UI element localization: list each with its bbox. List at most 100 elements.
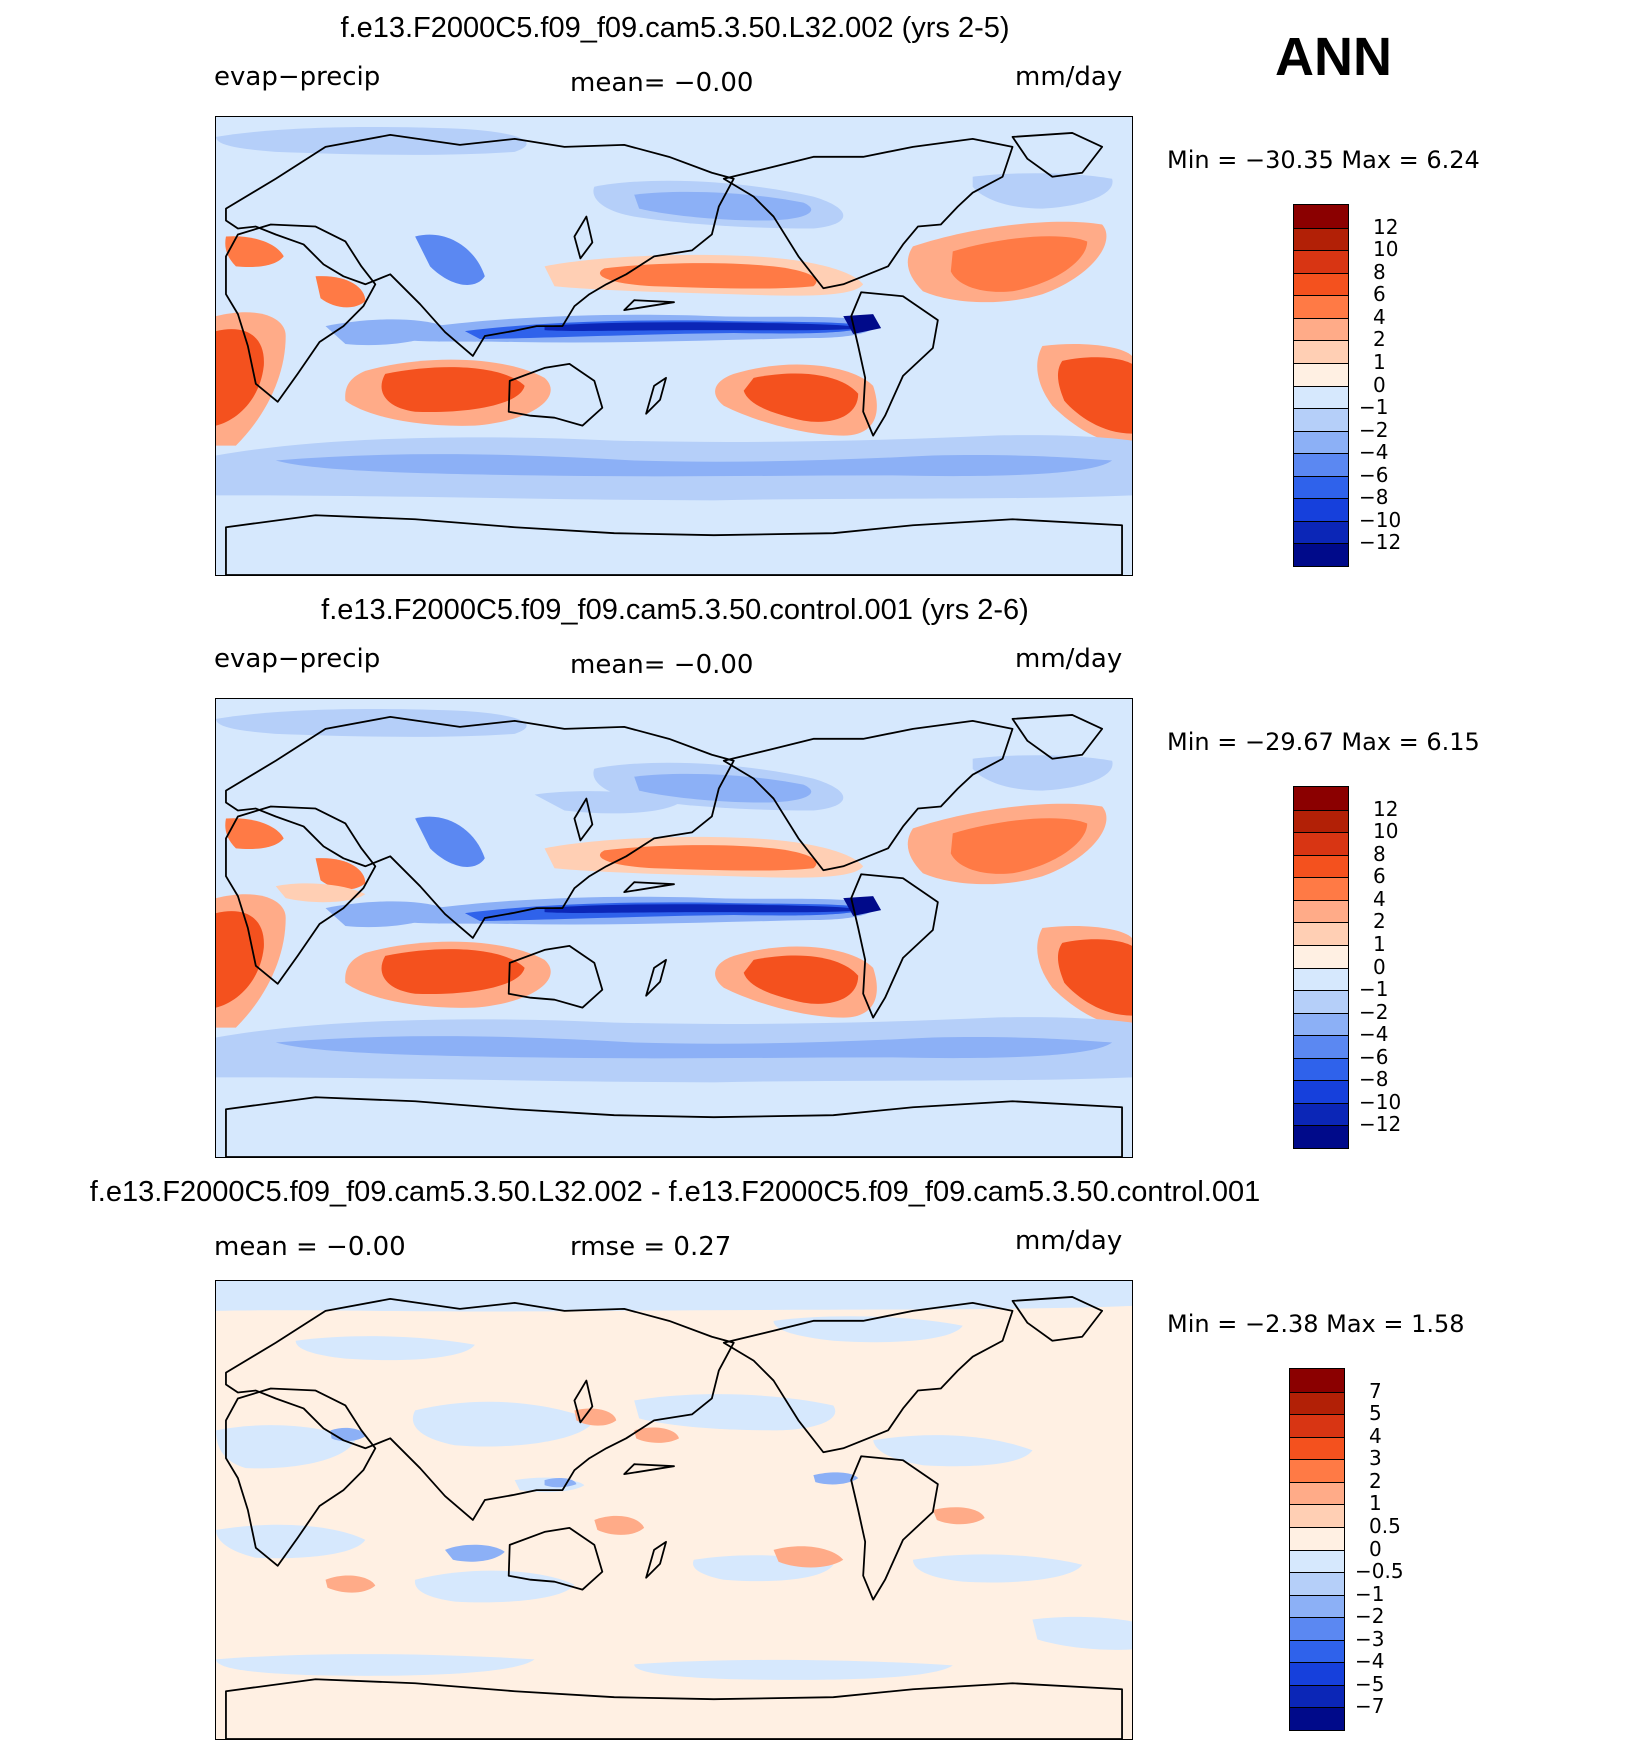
colorbar-swatch	[1294, 205, 1348, 228]
colorbar-tick-label: 8	[1373, 259, 1386, 284]
panel-1-mean-label: mean= −0.00	[570, 68, 754, 98]
panel-1-title: f.e13.F2000C5.f09_f09.cam5.3.50.L32.002 …	[340, 12, 1010, 44]
panel-2-title: f.e13.F2000C5.f09_f09.cam5.3.50.control.…	[321, 594, 1029, 626]
colorbar-swatch	[1294, 809, 1348, 833]
colorbar-swatch	[1290, 1572, 1344, 1595]
colorbar-tick-label: −1	[1359, 977, 1389, 1002]
colorbar-tick-label: 0	[1373, 954, 1386, 979]
colorbar-swatch	[1290, 1459, 1344, 1482]
colorbar-swatch	[1294, 990, 1348, 1013]
colorbar-tick-label: 4	[1373, 886, 1386, 911]
colorbar-swatch	[1290, 1707, 1344, 1730]
panel-2-colorbar	[1293, 786, 1349, 1149]
panel-2-variable-label: evap−precip	[214, 644, 381, 674]
colorbar-tick-label: −5	[1355, 1671, 1385, 1696]
colorbar-swatch	[1294, 877, 1348, 900]
colorbar-tick-label: −0.5	[1355, 1559, 1404, 1584]
colorbar-swatch	[1294, 1125, 1348, 1148]
panel-3-rmse-label: rmse = 0.27	[570, 1232, 732, 1262]
colorbar-tick-label: 2	[1369, 1468, 1382, 1493]
panel-3-min-max: Min = −2.38 Max = 1.58	[1167, 1310, 1465, 1338]
colorbar-tick-label: −2	[1359, 417, 1389, 442]
colorbar-tick-label: 6	[1373, 864, 1386, 889]
colorbar-swatch	[1290, 1684, 1344, 1708]
colorbar-tick-label: −4	[1359, 1022, 1389, 1047]
colorbar-swatch	[1290, 1481, 1344, 1505]
colorbar-swatch	[1290, 1391, 1344, 1415]
panel-1-map	[215, 116, 1133, 576]
colorbar-tick-label: 7	[1369, 1378, 1382, 1403]
colorbar-swatch	[1294, 408, 1348, 431]
colorbar-swatch	[1294, 453, 1348, 476]
colorbar-swatch	[1294, 475, 1348, 499]
colorbar-tick-label: 4	[1369, 1423, 1382, 1448]
colorbar-swatch	[1294, 317, 1348, 341]
colorbar-swatch	[1294, 498, 1348, 521]
colorbar-swatch	[1294, 832, 1348, 855]
colorbar-tick-label: 12	[1373, 796, 1399, 821]
colorbar-tick-label: −12	[1359, 1112, 1402, 1137]
colorbar-swatch	[1294, 1012, 1348, 1036]
colorbar-tick-label: 4	[1373, 304, 1386, 329]
colorbar-swatch	[1294, 1080, 1348, 1103]
colorbar-swatch	[1294, 272, 1348, 296]
colorbar-tick-label: 1	[1369, 1491, 1382, 1516]
colorbar-swatch	[1290, 1594, 1344, 1618]
colorbar-swatch	[1290, 1549, 1344, 1573]
colorbar-swatch	[1294, 430, 1348, 454]
colorbar-tick-label: −4	[1355, 1649, 1385, 1674]
colorbar-swatch	[1290, 1414, 1344, 1437]
colorbar-tick-label: 0	[1369, 1536, 1382, 1561]
colorbar-tick-label: −12	[1359, 530, 1402, 555]
colorbar-swatch	[1294, 340, 1348, 363]
colorbar-tick-label: 10	[1373, 819, 1399, 844]
colorbar-swatch	[1294, 250, 1348, 273]
panel-3-colorbar	[1289, 1368, 1345, 1731]
panel-2-mean-label: mean= −0.00	[570, 650, 754, 680]
colorbar-swatch	[1290, 1662, 1344, 1685]
panel-1-variable-label: evap−precip	[214, 62, 381, 92]
panel-3-title: f.e13.F2000C5.f09_f09.cam5.3.50.L32.002 …	[89, 1176, 1261, 1208]
colorbar-tick-label: −1	[1359, 395, 1389, 420]
colorbar-swatch	[1290, 1526, 1344, 1550]
colorbar-tick-label: −6	[1359, 1044, 1389, 1069]
colorbar-swatch	[1290, 1436, 1344, 1460]
colorbar-tick-label: 2	[1373, 327, 1386, 352]
colorbar-tick-label: −8	[1359, 485, 1389, 510]
colorbar-swatch	[1294, 787, 1348, 810]
colorbar-swatch	[1294, 944, 1348, 968]
colorbar-tick-label: −2	[1355, 1604, 1385, 1629]
colorbar-tick-label: −4	[1359, 440, 1389, 465]
colorbar-swatch	[1290, 1639, 1344, 1663]
colorbar-swatch	[1294, 295, 1348, 318]
panel-1-colorbar	[1293, 204, 1349, 567]
panel-1-min-max: Min = −30.35 Max = 6.24	[1167, 146, 1480, 174]
panel-2-map	[215, 698, 1133, 1158]
panel-2-units-label: mm/day	[1015, 644, 1123, 674]
colorbar-tick-label: 6	[1373, 282, 1386, 307]
colorbar-swatch	[1290, 1617, 1344, 1640]
colorbar-tick-label: −10	[1359, 507, 1402, 532]
colorbar-tick-label: 12	[1373, 214, 1399, 239]
colorbar-tick-label: 1	[1373, 349, 1386, 374]
colorbar-swatch	[1294, 922, 1348, 945]
colorbar-tick-label: 8	[1373, 841, 1386, 866]
colorbar-swatch	[1294, 967, 1348, 991]
colorbar-swatch	[1294, 520, 1348, 544]
colorbar-swatch	[1294, 385, 1348, 409]
colorbar-swatch	[1294, 1035, 1348, 1058]
colorbar-tick-label: −6	[1359, 462, 1389, 487]
colorbar-tick-label: 3	[1369, 1446, 1382, 1471]
panel-1-units-label: mm/day	[1015, 62, 1123, 92]
colorbar-tick-label: −10	[1359, 1089, 1402, 1114]
colorbar-swatch	[1290, 1504, 1344, 1527]
colorbar-swatch	[1294, 362, 1348, 386]
panel-2-min-max: Min = −29.67 Max = 6.15	[1167, 728, 1480, 756]
colorbar-tick-label: −7	[1355, 1694, 1385, 1719]
colorbar-tick-label: −3	[1355, 1626, 1385, 1651]
panel-3-mean-label: mean = −0.00	[214, 1232, 406, 1262]
colorbar-swatch	[1294, 899, 1348, 923]
colorbar-swatch	[1294, 1057, 1348, 1081]
colorbar-swatch	[1294, 854, 1348, 878]
colorbar-tick-label: −2	[1359, 999, 1389, 1024]
